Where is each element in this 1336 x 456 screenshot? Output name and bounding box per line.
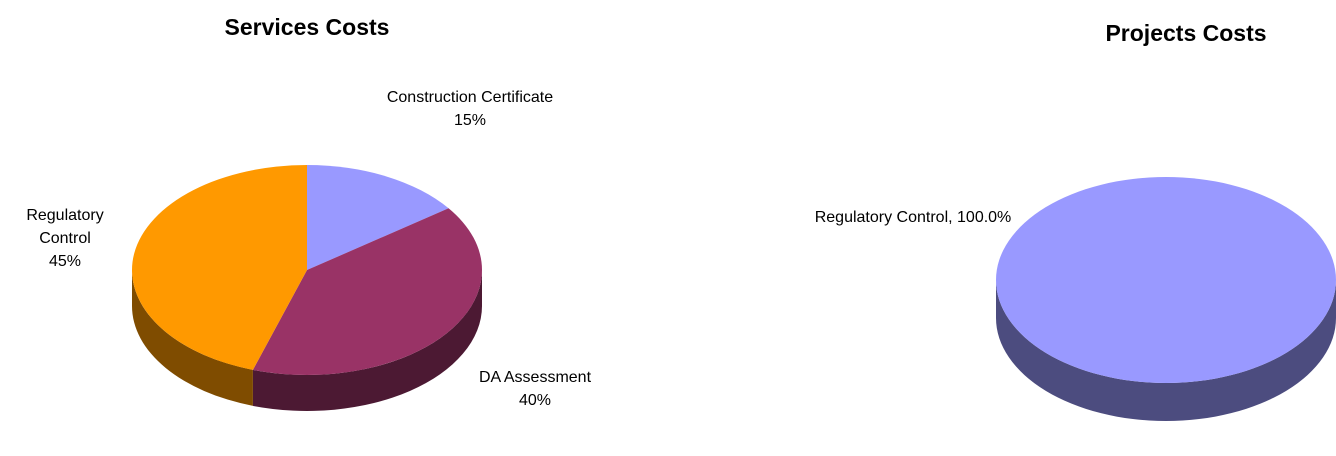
slice-label: DA Assessment 40%: [465, 366, 605, 412]
pie-slice: [307, 165, 449, 270]
slice-value: 100.0%: [957, 209, 1012, 226]
separator: ,: [948, 209, 958, 226]
slice-label: Construction Certificate 15%: [385, 86, 555, 132]
chart-title: Services Costs: [224, 14, 390, 40]
slice-category: Regulatory Control: [814, 209, 949, 226]
slice-label: Regulatory Control 45%: [5, 204, 125, 273]
pie-slice: [131, 165, 307, 370]
slice-category: Regulatory Control: [26, 207, 104, 247]
slice-label: Regulatory Control, 100.0%: [813, 206, 1013, 229]
chart-title: Projects Costs: [1105, 20, 1267, 46]
slice-category: Construction Certificate: [386, 89, 554, 106]
pie-slice: [252, 208, 483, 376]
pie-side: [132, 270, 253, 406]
slice-value: 15%: [453, 112, 487, 129]
slice-category: DA Assessment: [478, 369, 592, 386]
slice-value: 45%: [48, 253, 82, 270]
pie-side: [252, 270, 482, 411]
pie-side: [996, 280, 1336, 421]
slice-value: 40%: [518, 392, 552, 409]
pie-slice: [996, 177, 1336, 383]
